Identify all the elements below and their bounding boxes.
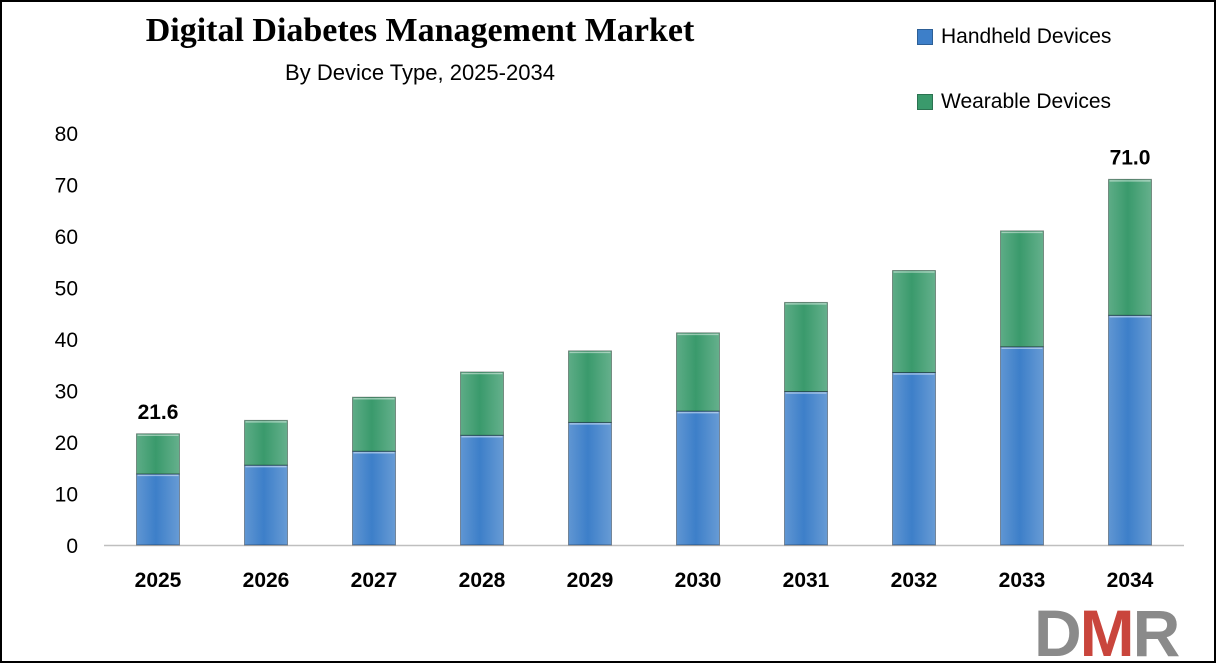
chart-title: Digital Diabetes Management Market <box>145 12 695 49</box>
x-tick-label: 2032 <box>891 569 938 592</box>
y-tick-label: 60 <box>55 226 78 249</box>
bar-wearable-2025 <box>136 433 180 475</box>
bar-handheld-2029 <box>568 421 612 546</box>
bar-wearable-2028 <box>460 371 504 436</box>
bar-wearable-2026 <box>244 419 288 466</box>
logo-letter-d: D <box>1034 596 1082 670</box>
x-tick-label: 2027 <box>351 569 398 592</box>
legend-item-handheld: Handheld Devices <box>917 24 1111 50</box>
data-label-2034: 71.0 <box>1110 146 1151 169</box>
legend-swatch-wearable <box>917 94 933 110</box>
legend-item-wearable: Wearable Devices <box>917 89 1111 115</box>
y-tick-label: 40 <box>55 329 78 352</box>
bar-wearable-2030 <box>676 332 720 412</box>
bar-handheld-2030 <box>676 410 720 546</box>
bar-handheld-2026 <box>244 464 288 546</box>
x-tick-label: 2026 <box>243 569 290 592</box>
y-tick-label: 70 <box>55 175 78 198</box>
bar-handheld-2031 <box>784 391 828 546</box>
x-tick-label: 2028 <box>459 569 506 592</box>
bar-wearable-2034 <box>1108 178 1152 316</box>
data-label-2025: 21.6 <box>138 401 179 424</box>
y-tick-label: 30 <box>55 381 78 404</box>
bar-handheld-2033 <box>1000 346 1044 546</box>
legend-label-wearable: Wearable Devices <box>941 90 1112 113</box>
bar-handheld-2025 <box>136 473 180 546</box>
bar-wearable-2033 <box>1000 230 1044 348</box>
y-tick-label: 20 <box>55 432 78 455</box>
y-tick-label: 10 <box>55 484 78 507</box>
x-tick-label: 2030 <box>675 569 722 592</box>
bar-wearable-2027 <box>352 396 396 452</box>
y-tick-label: 80 <box>55 123 78 146</box>
x-tick-label: 2033 <box>999 569 1046 592</box>
x-tick-label: 2031 <box>783 569 830 592</box>
chart-subtitle: By Device Type, 2025-2034 <box>285 60 555 85</box>
legend: Handheld Devices Wearable Devices <box>917 24 1111 115</box>
dmr-logo: DMR <box>1034 600 1180 666</box>
bar-wearable-2029 <box>568 350 612 423</box>
legend-label-handheld: Handheld Devices <box>941 25 1112 48</box>
y-tick-label: 50 <box>55 278 78 301</box>
bar-wearable-2032 <box>892 270 936 373</box>
y-tick-label: 0 <box>66 535 78 558</box>
logo-letter-m: M <box>1079 596 1135 670</box>
x-tick-label: 2034 <box>1107 569 1154 592</box>
x-tick-label: 2025 <box>135 569 182 592</box>
bar-handheld-2032 <box>892 371 936 546</box>
bar-handheld-2034 <box>1108 314 1152 546</box>
bar-wearable-2031 <box>784 301 828 393</box>
x-tick-label: 2029 <box>567 569 614 592</box>
bar-handheld-2027 <box>352 450 396 546</box>
logo-letter-r: R <box>1132 596 1181 670</box>
bar-handheld-2028 <box>460 434 504 546</box>
legend-swatch-handheld <box>917 29 933 45</box>
